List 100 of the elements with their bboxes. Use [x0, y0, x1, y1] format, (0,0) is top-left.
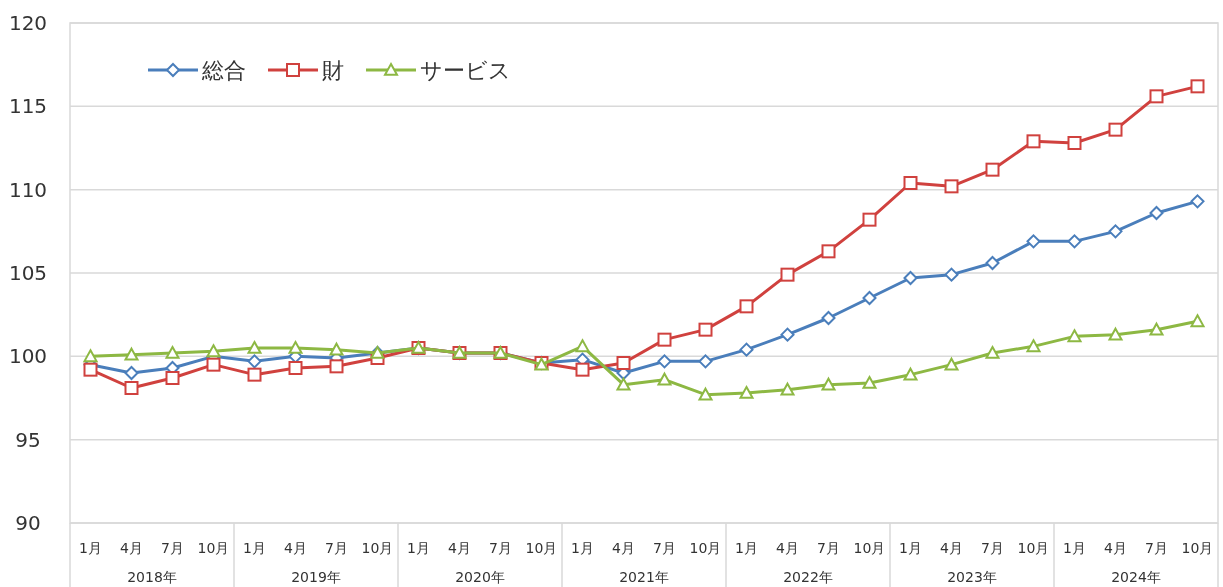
- x-tick-label: 7月: [653, 540, 676, 556]
- y-tick-label: 100: [8, 344, 48, 369]
- y-tick-label: 95: [15, 427, 41, 452]
- point: [575, 362, 590, 377]
- point: [329, 359, 344, 374]
- point: [1190, 79, 1205, 94]
- point: [862, 212, 877, 227]
- text: 2020年: [455, 569, 505, 585]
- point: [83, 362, 98, 377]
- point: [657, 332, 672, 347]
- point: [1149, 206, 1164, 220]
- point: [616, 377, 631, 391]
- point: [780, 327, 795, 342]
- point: [739, 299, 754, 314]
- x-tick-label: 4月: [1104, 540, 1127, 556]
- point: [1149, 89, 1164, 104]
- point: [1190, 194, 1205, 209]
- point: [1149, 322, 1164, 336]
- point: [862, 376, 877, 389]
- point: [739, 342, 754, 357]
- x-tick-label: 10月: [197, 540, 230, 556]
- x-tick-label: 1月: [79, 540, 102, 556]
- text: 2024年: [1111, 569, 1161, 585]
- x-tick-label: 10月: [1017, 540, 1050, 556]
- point: [165, 346, 180, 359]
- point: [821, 377, 836, 391]
- x-tick-label: 4月: [284, 540, 307, 556]
- x-tick-label: 1月: [571, 540, 594, 556]
- point: [124, 366, 139, 380]
- point: [206, 357, 221, 372]
- text: 2021年: [619, 569, 669, 585]
- point: [821, 244, 836, 259]
- legend-label: 財: [322, 58, 344, 83]
- x-tick-label: 4月: [940, 540, 963, 556]
- point: [985, 256, 1000, 270]
- text: 2019年: [291, 569, 341, 585]
- x-tick-label: 1月: [407, 540, 430, 556]
- point: [288, 341, 303, 354]
- point: [1108, 122, 1123, 137]
- point: [821, 311, 836, 325]
- x-tick-label: 4月: [448, 540, 471, 556]
- point: [862, 291, 877, 305]
- x-tick-label: 7月: [981, 540, 1004, 556]
- point: [985, 346, 1000, 359]
- point: [165, 371, 180, 385]
- point: [944, 179, 959, 194]
- x-tick-label: 10月: [525, 540, 558, 556]
- point: [657, 354, 672, 369]
- point: [944, 267, 959, 282]
- legend-label: 総合: [201, 58, 246, 83]
- x-tick-label: 4月: [120, 540, 143, 556]
- point: [83, 349, 98, 363]
- point: [247, 367, 262, 382]
- point: [944, 357, 959, 371]
- text: 2023年: [947, 569, 997, 585]
- point: [1108, 327, 1123, 341]
- point: [1190, 314, 1205, 328]
- point: [124, 381, 139, 395]
- point: [657, 372, 672, 386]
- point: [780, 382, 795, 396]
- point: [1026, 234, 1041, 249]
- x-tick-label: 10月: [689, 540, 722, 556]
- x-tick-label: 7月: [1145, 540, 1168, 556]
- point: [1108, 224, 1123, 239]
- y-tick-label: 110: [8, 177, 48, 202]
- point: [985, 162, 1000, 177]
- text: 2018年: [127, 569, 177, 585]
- point: [616, 356, 631, 370]
- y-tick-label: 90: [15, 511, 41, 535]
- point: [575, 339, 590, 353]
- point: [1067, 329, 1082, 343]
- point: [698, 354, 713, 369]
- x-tick-label: 10月: [361, 540, 394, 556]
- point: [739, 386, 754, 399]
- point: [329, 342, 344, 356]
- point: [1026, 339, 1041, 353]
- point: [903, 176, 918, 190]
- point: [247, 341, 262, 354]
- x-tick-label: 4月: [612, 540, 635, 556]
- point: [206, 344, 221, 358]
- y-tick-label: 115: [8, 94, 48, 119]
- point: [780, 267, 795, 282]
- point: [124, 347, 139, 361]
- x-tick-label: 10月: [1181, 540, 1214, 556]
- point: [247, 354, 262, 369]
- point: [288, 361, 303, 375]
- point: [903, 367, 918, 381]
- x-tick-label: 7月: [325, 540, 348, 556]
- y-tick-label: 120: [8, 11, 48, 35]
- x-tick-label: 7月: [817, 540, 840, 556]
- x-tick-label: 1月: [1063, 540, 1086, 556]
- x-tick-label: 10月: [853, 540, 886, 556]
- point: [698, 322, 713, 337]
- x-tick-label: 7月: [489, 540, 512, 556]
- x-tick-label: 1月: [735, 540, 758, 556]
- point: [1067, 136, 1082, 150]
- x-tick-label: 4月: [776, 540, 799, 556]
- y-tick-label: 105: [8, 261, 48, 285]
- x-tick-label: 7月: [161, 540, 184, 556]
- point: [903, 271, 918, 285]
